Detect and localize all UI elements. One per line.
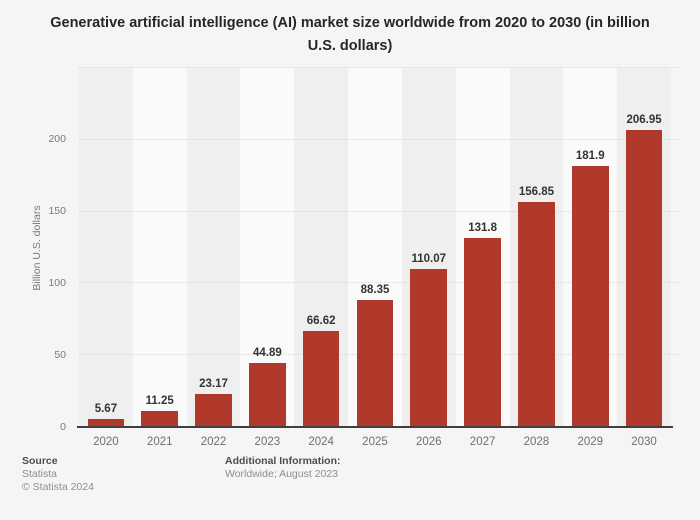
chart-column-band: 206.95 — [617, 68, 671, 427]
y-axis-tick-label: 150 — [48, 205, 66, 218]
additional-info-label: Additional Information: — [225, 455, 341, 467]
x-axis-tick-labels: 2020 2021 2022 2023 2024 2025 2026 2027 2028 2029… — [79, 436, 671, 448]
x-axis-tick-label: 2030 — [631, 436, 657, 448]
chart-column-band: 66.62 — [294, 68, 349, 427]
copyright-notice: © Statista 2024 — [22, 481, 94, 493]
bar — [356, 300, 394, 427]
x-axis-tick-label: 2027 — [469, 436, 496, 448]
x-axis-tick-label: 2028 — [523, 436, 550, 448]
chart-title: Generative artificial intelligence (AI) … — [50, 15, 650, 54]
bar — [410, 268, 448, 427]
gridline — [79, 210, 679, 212]
bar-value-label: 110.07 — [411, 252, 447, 265]
chart-column-band: 5.67 — [79, 68, 133, 427]
y-axis-tick-label: 50 — [54, 348, 66, 361]
chart-column-band: 110.07 — [401, 68, 456, 427]
bar — [87, 418, 125, 427]
x-axis-tick-label: 2026 — [415, 436, 442, 448]
chart-column-band: 156.85 — [509, 68, 564, 427]
source-block: Source Statista © Statista 2024 — [22, 455, 94, 494]
bar — [464, 237, 501, 427]
bar-value-label: 181.9 — [575, 149, 605, 162]
additional-info-block: Additional Information: Worldwide; Augus… — [225, 455, 341, 481]
bar — [518, 201, 555, 427]
x-axis-tick-label: 2024 — [308, 436, 334, 448]
x-axis-tick-label: 2021 — [146, 436, 173, 448]
bar — [571, 165, 609, 427]
source-name[interactable]: Statista — [22, 468, 58, 480]
gridline — [79, 67, 679, 68]
bar-value-label: 206.95 — [626, 113, 662, 126]
y-axis-tick-label: 100 — [48, 276, 66, 289]
source-label: Source — [22, 455, 58, 467]
plot-area: 5.67 11.25 23.17 44.89 66.62 88.35 110.07 131.8… — [79, 67, 679, 427]
gridline — [79, 282, 679, 284]
x-axis-tick-label: 2023 — [254, 436, 281, 448]
bar-value-label: 66.62 — [306, 315, 336, 328]
x-axis-tick-label: 2029 — [577, 436, 604, 448]
y-axis-tick-label: 200 — [48, 133, 66, 146]
y-axis-tick-label: 0 — [60, 420, 66, 433]
bar-value-label: 44.89 — [252, 346, 282, 359]
gridline — [79, 138, 679, 140]
chart-column-band: 131.8 — [455, 68, 510, 427]
additional-info-value: Worldwide; August 2023 — [225, 468, 339, 480]
bar — [302, 331, 340, 427]
bar-value-label: 88.35 — [360, 284, 390, 297]
bar-value-label: 156.85 — [518, 185, 554, 198]
bar — [195, 393, 232, 427]
chart-column-band: 11.25 — [132, 68, 187, 427]
chart-column-band: 44.89 — [240, 68, 295, 427]
x-axis-baseline — [77, 426, 673, 428]
bar-value-label: 131.8 — [468, 221, 497, 234]
chart-column-band: 88.35 — [348, 68, 402, 427]
bar — [249, 362, 286, 427]
chart-column-band: 181.9 — [563, 68, 618, 427]
bar — [141, 410, 178, 427]
bar-value-label: 23.17 — [199, 377, 228, 390]
x-axis-tick-label: 2022 — [200, 436, 227, 448]
x-axis-tick-label: 2025 — [362, 436, 388, 448]
bar-value-label: 11.25 — [145, 394, 174, 407]
chart-column-band: 23.17 — [186, 68, 241, 427]
bar-value-label: 5.67 — [94, 402, 118, 415]
x-axis-tick-label: 2020 — [93, 436, 119, 448]
bar — [625, 129, 663, 427]
